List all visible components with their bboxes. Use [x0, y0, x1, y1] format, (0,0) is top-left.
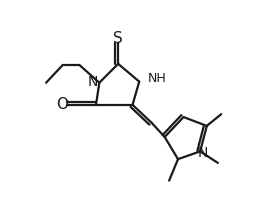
Text: S: S — [113, 31, 123, 46]
Text: NH: NH — [148, 72, 166, 85]
Text: N: N — [198, 146, 208, 160]
Text: N: N — [88, 75, 98, 89]
Text: O: O — [56, 97, 68, 112]
